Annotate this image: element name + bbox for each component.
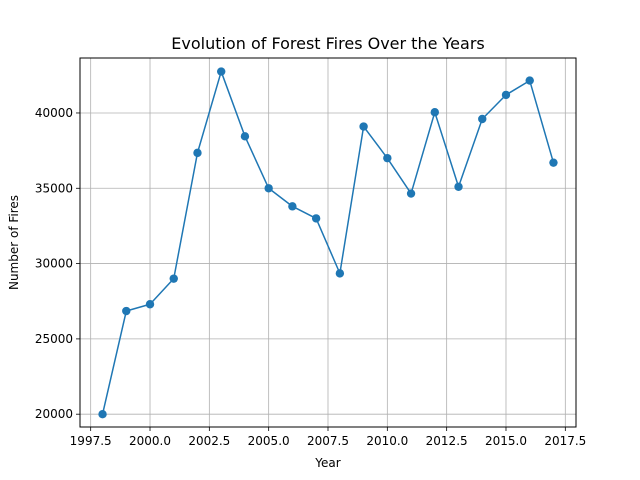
x-tick-label: 2007.5 <box>307 434 349 448</box>
x-axis-ticks: 1997.5 2000.0 2002.5 2005.0 2007.5 2010.0 2012… <box>70 427 586 448</box>
data-point <box>454 182 463 191</box>
x-tick-label: 2015.0 <box>485 434 527 448</box>
data-point <box>335 269 345 278</box>
series-layer <box>98 67 558 419</box>
grid-lines <box>80 58 576 427</box>
data-point <box>145 300 155 309</box>
data-point <box>525 76 534 85</box>
y-tick-label: 30000 <box>35 257 73 271</box>
data-point <box>383 153 392 163</box>
data-point <box>240 132 250 141</box>
data-point <box>193 148 202 158</box>
x-tick-label: 2010.0 <box>366 434 408 448</box>
x-tick-label: 2012.5 <box>426 434 468 448</box>
data-point <box>478 114 487 124</box>
data-point <box>264 184 273 193</box>
data-point <box>406 189 416 198</box>
y-tick-label: 40000 <box>35 106 73 120</box>
data-point <box>430 108 439 117</box>
y-tick-label: 20000 <box>35 407 73 421</box>
x-tick-label: 2000.0 <box>129 434 171 448</box>
data-point <box>217 67 226 76</box>
y-tick-label: 35000 <box>35 181 73 195</box>
x-tick-label: 1997.5 <box>70 434 112 448</box>
series-line <box>101 70 555 415</box>
x-tick-label: 2002.5 <box>188 434 230 448</box>
data-point <box>501 90 511 100</box>
y-axis-label: Number of Fires <box>7 195 21 290</box>
data-point <box>288 202 297 211</box>
data-point <box>549 158 558 167</box>
x-tick-label: 2017.5 <box>544 434 586 448</box>
data-point <box>122 306 131 316</box>
y-axis-ticks: 20000 25000 30000 35000 40000 <box>35 106 80 421</box>
data-point <box>98 409 107 419</box>
data-point <box>169 274 178 283</box>
data-point <box>359 122 368 131</box>
data-point <box>311 214 321 223</box>
chart-title: Evolution of Forest Fires Over the Years <box>171 34 484 53</box>
x-axis-label: Year <box>314 456 340 470</box>
y-tick-label: 25000 <box>35 332 73 346</box>
x-tick-label: 2005.0 <box>248 434 290 448</box>
